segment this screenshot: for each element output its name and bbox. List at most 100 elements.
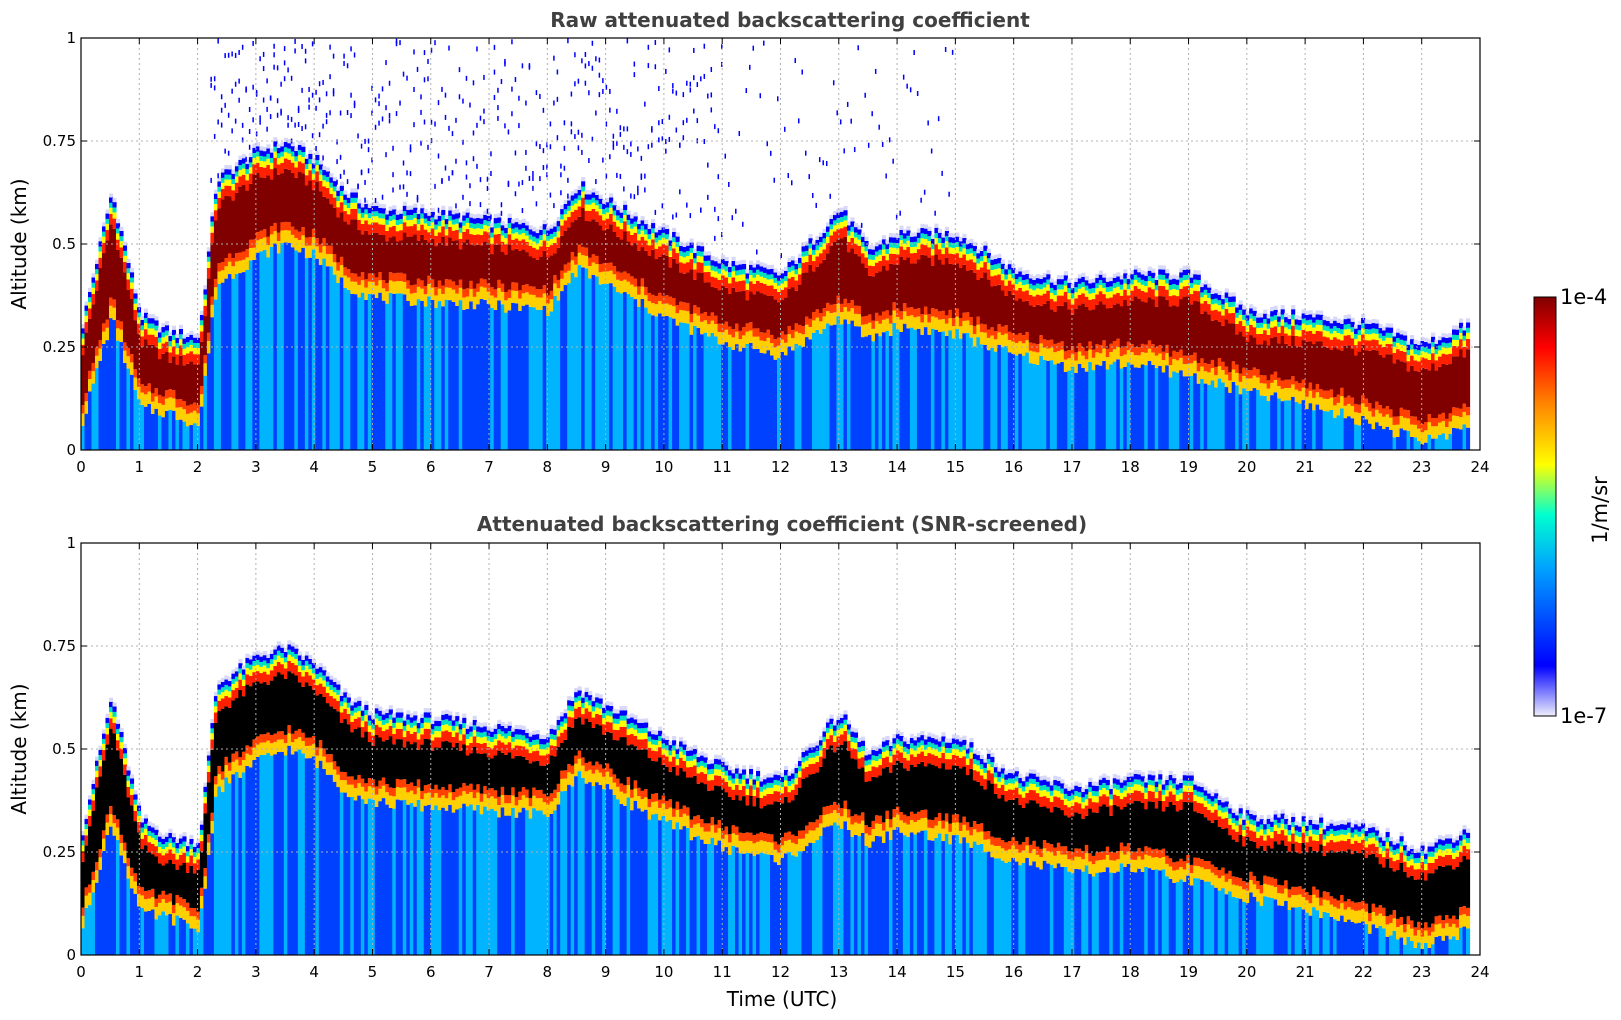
- heatmap-cell: [647, 255, 652, 293]
- heatmap-cell: [346, 784, 351, 798]
- heatmap-cell: [1224, 319, 1229, 367]
- heatmap-cell: [339, 780, 344, 793]
- heatmap-cell: [1186, 265, 1191, 270]
- heatmap-cell: [1389, 354, 1394, 410]
- x-tick-label: 13: [829, 458, 848, 476]
- heatmap-cell: [381, 710, 386, 715]
- heatmap-cell: [822, 328, 827, 450]
- heatmap-cell: [794, 343, 799, 450]
- heatmap-cell: [630, 223, 635, 229]
- heatmap-cell: [1326, 337, 1331, 348]
- heatmap-cell: [644, 219, 649, 225]
- heatmap-cell: [528, 225, 533, 230]
- heatmap-cell: [1347, 403, 1352, 417]
- heatmap-cell: [255, 650, 260, 655]
- heatmap-cell: [343, 190, 348, 195]
- heatmap-cell: [598, 215, 603, 226]
- heatmap-cell: [164, 325, 170, 331]
- heatmap-cell: [332, 176, 337, 182]
- heatmap-cell: [325, 198, 330, 246]
- heatmap-cell: [343, 697, 348, 703]
- heatmap-cell: [350, 796, 355, 955]
- heatmap-cell: [1077, 294, 1082, 306]
- noise-speckle: [763, 40, 765, 46]
- heatmap-cell: [392, 209, 397, 215]
- heatmap-cell: [105, 213, 110, 219]
- heatmap-cell: [294, 146, 299, 152]
- heatmap-cell: [567, 217, 572, 228]
- heatmap-cell: [238, 777, 243, 955]
- heatmap-cell: [780, 339, 785, 352]
- heatmap-cell: [717, 259, 722, 264]
- noise-speckle: [353, 52, 356, 58]
- heatmap-cell: [644, 307, 649, 450]
- heatmap-cell: [1263, 340, 1268, 376]
- heatmap-cell: [1284, 327, 1289, 334]
- heatmap-cell: [196, 348, 201, 355]
- noise-speckle: [647, 44, 650, 50]
- heatmap-cell: [1249, 318, 1254, 325]
- heatmap-cell: [1207, 364, 1212, 373]
- heatmap-cell: [644, 240, 649, 251]
- heatmap-cell: [437, 288, 442, 302]
- heatmap-cell: [336, 217, 341, 263]
- heatmap-cell: [958, 246, 963, 252]
- noise-speckle: [839, 119, 842, 125]
- heatmap-cell: [458, 232, 463, 239]
- heatmap-cell: [731, 277, 736, 288]
- heatmap-cell: [1336, 339, 1341, 350]
- heatmap-cell: [234, 166, 239, 172]
- heatmap-cell: [742, 335, 747, 348]
- heatmap-cell: [231, 669, 236, 674]
- heatmap-cell: [682, 273, 687, 303]
- heatmap-cell: [1413, 339, 1418, 344]
- heatmap-cell: [1280, 380, 1285, 389]
- heatmap-cell: [437, 301, 442, 450]
- heatmap-cell: [923, 224, 928, 229]
- heatmap-cell: [1130, 290, 1135, 301]
- heatmap-cell: [1336, 328, 1341, 334]
- heatmap-cell: [986, 279, 991, 330]
- heatmap-cell: [1462, 340, 1467, 347]
- heatmap-cell: [1231, 361, 1236, 370]
- heatmap-cell: [1196, 270, 1201, 275]
- heatmap-cell: [1053, 301, 1058, 312]
- noise-speckle: [867, 142, 870, 148]
- heatmap-cell: [1294, 319, 1299, 325]
- heatmap-cell: [965, 254, 970, 261]
- heatmap-cell: [731, 337, 736, 350]
- heatmap-cell: [724, 271, 729, 278]
- heatmap-cell: [937, 259, 942, 312]
- heatmap-cell: [297, 140, 302, 145]
- heatmap-cell: [1144, 344, 1149, 353]
- heatmap-cell: [262, 734, 267, 743]
- heatmap-cell: [81, 425, 86, 450]
- heatmap-cell: [462, 220, 467, 226]
- heatmap-cell: [276, 147, 281, 154]
- heatmap-cell: [133, 790, 138, 795]
- heatmap-cell: [794, 331, 799, 344]
- heatmap-cell: [147, 831, 152, 836]
- heatmap-cell: [661, 223, 666, 228]
- heatmap-cell: [343, 692, 348, 698]
- heatmap-cell: [857, 245, 862, 257]
- heatmap-cell: [815, 245, 820, 251]
- heatmap-cell: [322, 246, 327, 259]
- heatmap-cell: [913, 232, 918, 237]
- heatmap-cell: [465, 296, 470, 309]
- noise-speckle: [364, 179, 366, 185]
- heatmap-cell: [88, 905, 93, 955]
- heatmap-cell: [381, 798, 386, 955]
- heatmap-cell: [304, 185, 309, 238]
- heatmap-cell: [479, 299, 484, 450]
- heatmap-cell: [346, 224, 351, 270]
- heatmap-cell: [1361, 328, 1366, 335]
- heatmap-cell: [864, 251, 869, 258]
- heatmap-cell: [895, 308, 901, 317]
- heatmap-cell: [1105, 287, 1110, 293]
- heatmap-cell: [399, 281, 404, 294]
- heatmap-cell: [126, 279, 131, 290]
- heatmap-cell: [1084, 290, 1089, 297]
- backscatter-heatmap: [81, 38, 1471, 450]
- heatmap-cell: [213, 691, 219, 697]
